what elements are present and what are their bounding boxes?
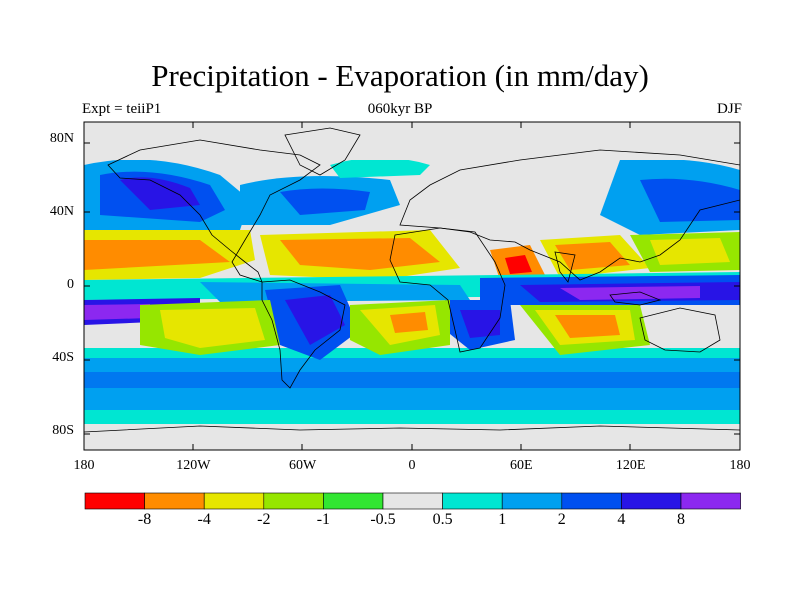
colorbar-box	[84, 492, 145, 510]
colorbar-label: -1	[316, 511, 331, 528]
colorbar-label: 4	[617, 511, 626, 528]
colorbar-label: 8	[677, 511, 685, 528]
colorbar-box	[323, 492, 384, 510]
colorbar-label: 0.5	[432, 511, 453, 528]
lon-tick-label: 0	[408, 458, 416, 473]
lon-tick-label: 60W	[289, 458, 317, 473]
colorbar-label: -2	[257, 511, 271, 528]
colorbar-box	[561, 492, 622, 510]
lat-tick-label: 40N	[49, 204, 74, 220]
lat-tick-label: 80S	[52, 422, 74, 438]
period-label: 060kyr BP	[367, 101, 433, 117]
lon-tick-label: 120E	[615, 458, 646, 473]
lat-tick-label: 80N	[49, 131, 74, 147]
plot-title: Precipitation - Evaporation (in mm/day)	[151, 58, 649, 93]
lon-tick-label: 180	[73, 458, 95, 473]
colorbar-box	[501, 492, 563, 510]
colorbar-box	[680, 492, 741, 510]
lat-tick-label: 0	[67, 277, 74, 292]
lon-tick-label: 180	[729, 458, 751, 473]
colorbar-box	[263, 492, 324, 510]
axis-ticks	[84, 122, 740, 450]
map-field	[84, 122, 740, 450]
colorbar-label: -4	[197, 511, 211, 528]
colorbar-box	[203, 492, 265, 510]
experiment-label: Expt = teiiP1	[82, 101, 162, 117]
coastlines	[84, 127, 740, 433]
colorbar-label: -0.5	[370, 511, 396, 528]
colorbar-box	[144, 492, 205, 510]
season-label: DJF	[716, 101, 742, 117]
colorbar-label: -8	[137, 511, 152, 528]
lat-tick-label: 40S	[52, 349, 74, 365]
colorbar	[84, 492, 741, 510]
lon-tick-label: 60E	[510, 458, 533, 473]
colorbar-label: 1	[498, 511, 507, 528]
colorbar-box	[442, 492, 503, 510]
colorbar-label: 2	[557, 511, 566, 528]
colorbar-box	[621, 492, 682, 510]
colorbar-box	[382, 492, 443, 510]
lon-tick-label: 120W	[176, 458, 211, 473]
